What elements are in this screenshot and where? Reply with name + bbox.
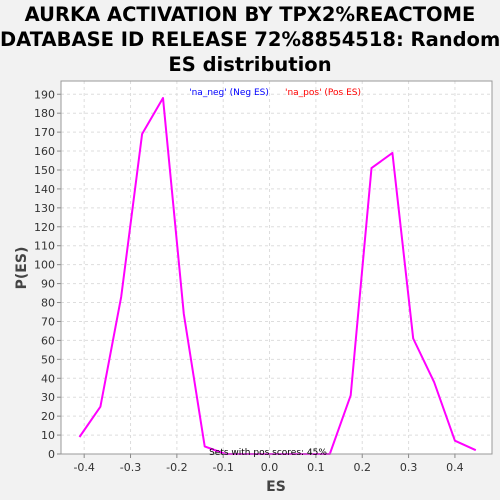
chart-title: AURKA ACTIVATION BY TPX2%REACTOME DATABA… <box>0 2 500 77</box>
sets-annotation: Sets with pos scores: 45% <box>209 448 327 458</box>
y-tick-label: 30 <box>41 391 55 404</box>
y-tick-label: 80 <box>41 297 55 310</box>
y-tick-label: 110 <box>34 240 55 253</box>
chart-title-line-3: ES distribution <box>168 53 332 76</box>
y-tick-label: 100 <box>34 259 55 272</box>
y-tick-label: 170 <box>34 126 55 139</box>
y-tick-label: 120 <box>34 221 55 234</box>
y-tick-label: 10 <box>41 429 55 442</box>
chart-title-line-1: AURKA ACTIVATION BY TPX2%REACTOME <box>24 3 476 26</box>
y-tick-label: 60 <box>41 334 55 347</box>
y-axis-label: P(ES) <box>14 247 30 290</box>
y-tick-label: 140 <box>34 183 55 196</box>
y-tick-label: 20 <box>41 410 55 423</box>
x-tick-label: 0.0 <box>261 461 279 474</box>
y-tick-label: 160 <box>34 145 55 158</box>
y-tick-label: 130 <box>34 202 55 215</box>
x-tick-label: -0.2 <box>166 461 187 474</box>
x-axis-ticks: -0.4 -0.3 -0.2 -0.1 0.0 0.1 0.2 0.3 0.4 <box>73 454 464 474</box>
plot-border <box>60 80 493 455</box>
x-tick-label: -0.4 <box>73 461 94 474</box>
plot-area <box>61 81 492 454</box>
y-tick-label: 0 <box>48 448 55 461</box>
legend-pos-entry: 'na_pos' (Pos ES) <box>285 88 361 98</box>
x-tick-label: 0.1 <box>307 461 325 474</box>
x-tick-label: -0.1 <box>212 461 233 474</box>
chart-title-line-2: DATABASE ID RELEASE 72%8854518: Random <box>0 28 500 51</box>
x-tick-label: -0.3 <box>120 461 141 474</box>
y-tick-label: 70 <box>41 315 55 328</box>
x-tick-label: 0.4 <box>446 461 464 474</box>
x-axis-label: ES <box>266 479 286 495</box>
legend-neg-entry: 'na_neg' (Neg ES) <box>189 88 269 98</box>
y-tick-label: 40 <box>41 372 55 385</box>
y-axis-ticks: 0 10 20 30 40 50 60 70 80 90 100 110 120 130 140 150 160… <box>34 88 61 461</box>
y-tick-label: 50 <box>41 353 55 366</box>
y-tick-label: 190 <box>34 88 55 101</box>
y-tick-label: 180 <box>34 107 55 120</box>
x-tick-label: 0.2 <box>353 461 371 474</box>
x-tick-label: 0.3 <box>400 461 418 474</box>
y-tick-label: 150 <box>34 164 55 177</box>
y-tick-label: 90 <box>41 278 55 291</box>
